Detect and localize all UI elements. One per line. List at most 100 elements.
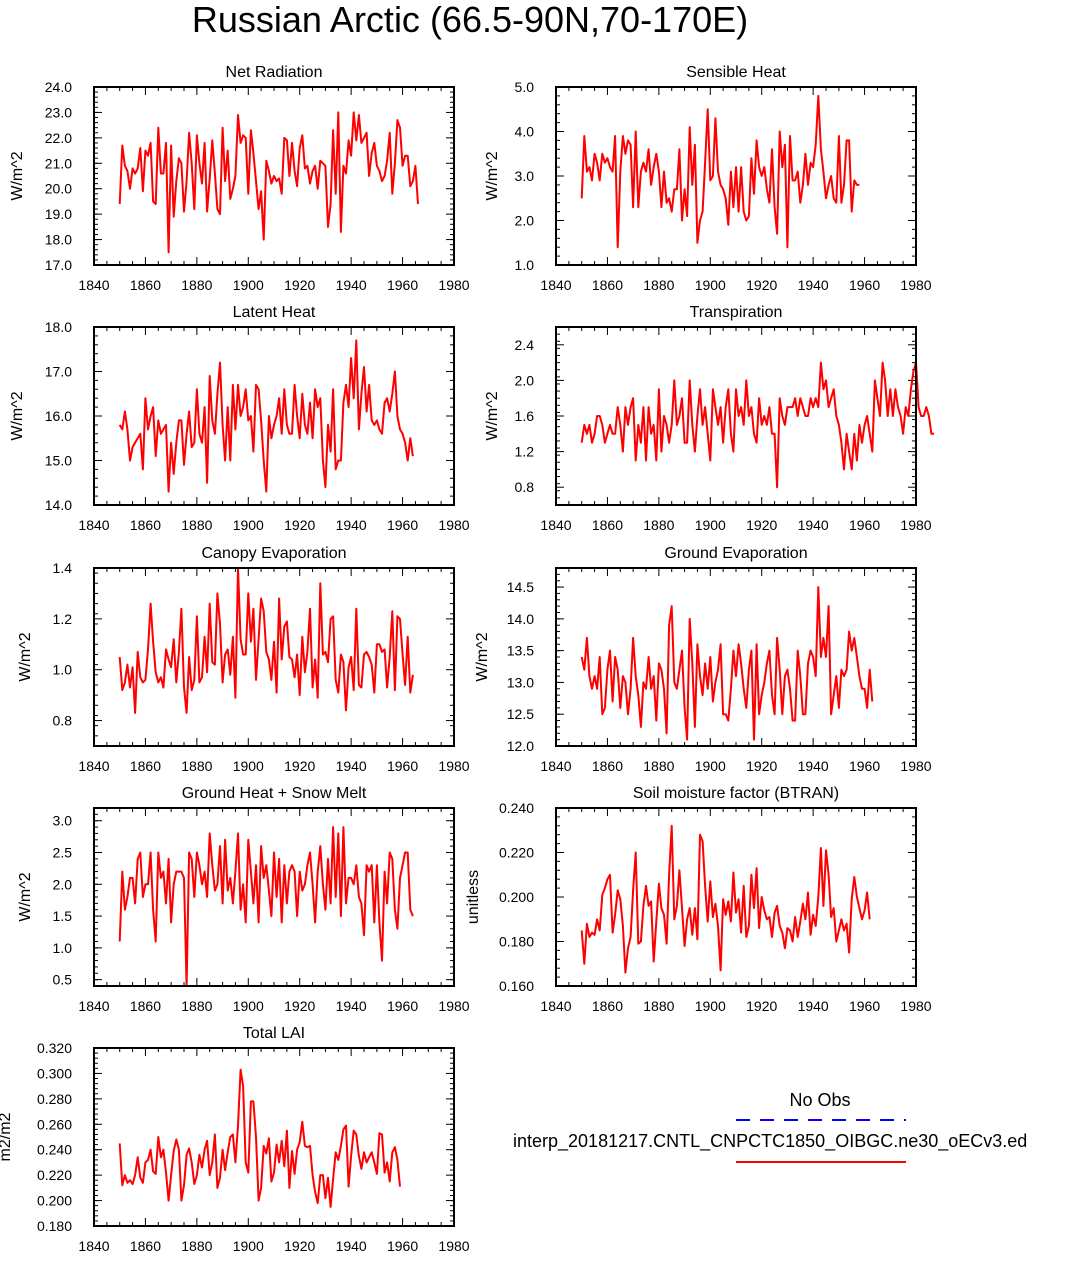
y-tick-label: 0.220 — [499, 845, 534, 861]
x-tick-label: 1860 — [130, 758, 161, 774]
x-tick-label: 1900 — [233, 998, 264, 1014]
x-tick-label: 1980 — [900, 758, 931, 774]
chart-title: Transpiration — [690, 304, 783, 321]
x-tick-label: 1860 — [592, 998, 623, 1014]
y-tick-label: 1.2 — [53, 611, 73, 627]
x-tick-label: 1940 — [798, 277, 829, 293]
x-tick-label: 1900 — [695, 758, 726, 774]
data-series-line — [580, 361, 934, 489]
x-tick-label: 1960 — [387, 758, 418, 774]
x-tick-label: 1940 — [798, 517, 829, 533]
y-tick-label: 5.0 — [515, 79, 535, 95]
y-tick-label: 13.0 — [507, 674, 534, 690]
y-tick-label: 12.0 — [507, 738, 534, 754]
chart-panel: Canopy Evaporation 1840 1860 1880 1900 1920 19… — [17, 545, 470, 774]
y-tick-label: 14.0 — [45, 497, 72, 513]
y-tick-label: 20.0 — [45, 181, 72, 197]
y-tick-label: 0.160 — [499, 978, 534, 994]
x-tick-label: 1880 — [181, 517, 212, 533]
y-tick-label: 2.0 — [515, 213, 535, 229]
x-tick-label: 1920 — [284, 998, 315, 1014]
y-tick-label: 0.8 — [515, 479, 535, 495]
y-tick-label: 0.240 — [37, 1142, 72, 1158]
y-axis-label: m2/m2 — [0, 1112, 14, 1161]
x-tick-label: 1940 — [336, 517, 367, 533]
y-tick-label: 0.180 — [37, 1218, 72, 1234]
legend: No Obs interp_20181217.CNTL_CNPCTC1850_OI… — [513, 1090, 1027, 1163]
x-tick-label: 1880 — [643, 277, 674, 293]
x-tick-label: 1960 — [849, 998, 880, 1014]
x-tick-label: 1920 — [746, 998, 777, 1014]
x-tick-label: 1920 — [746, 517, 777, 533]
x-tick-label: 1980 — [900, 998, 931, 1014]
x-tick-label: 1900 — [695, 517, 726, 533]
x-tick-label: 1980 — [438, 998, 469, 1014]
y-tick-label: 0.180 — [499, 934, 534, 950]
data-series-line — [118, 339, 414, 493]
x-tick-label: 1840 — [540, 998, 571, 1014]
y-tick-label: 0.8 — [53, 713, 73, 729]
y-axis-label: W/m^2 — [474, 632, 491, 681]
x-tick-label: 1840 — [78, 1238, 109, 1254]
x-tick-label: 1920 — [284, 277, 315, 293]
plot-frame — [555, 807, 917, 987]
y-tick-label: 3.0 — [515, 168, 535, 184]
plot-frame — [93, 326, 455, 506]
y-tick-label: 1.0 — [53, 662, 73, 678]
data-series-line — [580, 824, 871, 974]
chart-title: Ground Heat + Snow Melt — [182, 785, 367, 802]
x-tick-label: 1960 — [849, 758, 880, 774]
page-title: Russian Arctic (66.5-90N,70-170E) — [191, 0, 749, 40]
x-tick-label: 1940 — [798, 998, 829, 1014]
y-axis-label: W/m^2 — [9, 391, 26, 440]
chart-panel: Ground Evaporation 1840 1860 1880 1900 1920 19… — [474, 545, 932, 774]
y-tick-label: 2.0 — [53, 876, 73, 892]
y-tick-label: 1.6 — [515, 408, 535, 424]
y-tick-label: 0.300 — [37, 1065, 72, 1081]
y-axis-label: W/m^2 — [484, 151, 501, 200]
y-tick-label: 1.4 — [53, 560, 73, 576]
legend-model-label: interp_20181217.CNTL_CNPCTC1850_OIBGC.ne… — [513, 1131, 1027, 1152]
y-tick-label: 0.320 — [37, 1040, 72, 1056]
y-tick-label: 24.0 — [45, 79, 72, 95]
x-tick-label: 1840 — [78, 758, 109, 774]
data-series-line — [580, 94, 860, 249]
x-tick-label: 1900 — [233, 517, 264, 533]
y-axis-label: W/m^2 — [9, 151, 26, 200]
chart-title: Sensible Heat — [686, 64, 786, 81]
y-tick-label: 0.240 — [499, 800, 534, 816]
x-tick-label: 1860 — [130, 517, 161, 533]
y-tick-label: 15.0 — [45, 453, 72, 469]
x-tick-label: 1860 — [130, 277, 161, 293]
y-tick-label: 23.0 — [45, 104, 72, 120]
y-tick-label: 0.220 — [37, 1167, 72, 1183]
chart-title: Total LAI — [243, 1025, 305, 1042]
y-tick-label: 1.5 — [53, 908, 73, 924]
y-tick-label: 16.0 — [45, 408, 72, 424]
chart-panel: Sensible Heat 1840 1860 1880 1900 1920 1940 196… — [484, 64, 932, 293]
x-tick-label: 1880 — [643, 517, 674, 533]
x-tick-label: 1880 — [643, 998, 674, 1014]
x-tick-label: 1840 — [540, 277, 571, 293]
x-tick-label: 1980 — [900, 517, 931, 533]
y-tick-label: 0.5 — [53, 972, 73, 988]
y-tick-label: 18.0 — [45, 319, 72, 335]
x-tick-label: 1900 — [695, 277, 726, 293]
y-tick-label: 4.0 — [515, 124, 535, 140]
x-tick-label: 1940 — [336, 998, 367, 1014]
y-tick-label: 2.0 — [515, 372, 535, 388]
data-series-line — [118, 567, 414, 714]
x-tick-label: 1940 — [336, 758, 367, 774]
chart-panel: Transpiration 1840 1860 1880 1900 1920 1940 196… — [484, 304, 934, 533]
chart-panel: Soil moisture factor (BTRAN) 1840 1860 1880… — [465, 785, 932, 1014]
x-tick-label: 1920 — [284, 758, 315, 774]
x-tick-label: 1960 — [387, 277, 418, 293]
y-tick-label: 1.0 — [53, 940, 73, 956]
y-tick-label: 14.5 — [507, 579, 534, 595]
x-tick-label: 1920 — [284, 517, 315, 533]
y-tick-label: 3.0 — [53, 813, 73, 829]
x-tick-label: 1960 — [387, 998, 418, 1014]
x-tick-label: 1980 — [438, 277, 469, 293]
y-axis-label: unitless — [465, 870, 482, 924]
